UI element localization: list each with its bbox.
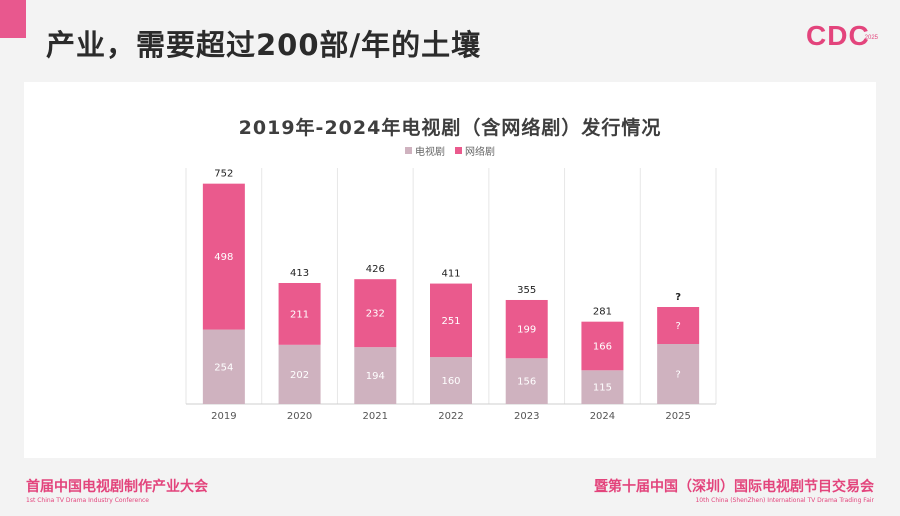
x-tick-label: 2019 bbox=[211, 411, 236, 422]
chart-legend: 电视剧 网络剧 bbox=[0, 143, 900, 158]
bar-web-series bbox=[430, 283, 472, 358]
label-web-series: 251 bbox=[441, 316, 460, 327]
x-tick-label: 2020 bbox=[287, 411, 312, 422]
x-tick-label: 2023 bbox=[514, 411, 539, 422]
bar-tv-series bbox=[430, 357, 472, 404]
x-tick-label: 2022 bbox=[438, 411, 463, 422]
legend-swatch-web bbox=[455, 147, 462, 154]
x-tick-label: 2021 bbox=[363, 411, 388, 422]
total-label: 426 bbox=[366, 264, 385, 275]
label-web-series: 232 bbox=[366, 309, 385, 320]
legend-item-tv: 电视剧 bbox=[405, 143, 445, 158]
bar-web-series bbox=[354, 279, 397, 348]
label-tv-series: 115 bbox=[593, 383, 612, 394]
bar-tv-series bbox=[505, 358, 548, 404]
bar-tv-series bbox=[202, 329, 245, 404]
total-label: 413 bbox=[290, 268, 309, 279]
footer-left-subtitle: 1st China TV Drama Industry Conference bbox=[26, 497, 149, 504]
total-label: 281 bbox=[593, 307, 612, 318]
label-tv-series: 202 bbox=[290, 370, 309, 381]
footer-conference: 首届中国电视剧制作产业大会 1st China TV Drama Industr… bbox=[26, 476, 208, 504]
logo-year: 2025 bbox=[864, 35, 878, 41]
bar-tv-series bbox=[581, 370, 624, 404]
label-tv-series: 194 bbox=[366, 371, 385, 382]
label-tv-series: 254 bbox=[214, 362, 233, 373]
total-label: 355 bbox=[517, 285, 536, 296]
x-tick-label: 2025 bbox=[665, 411, 690, 422]
label-tv-series: 156 bbox=[517, 377, 536, 388]
cdc-logo: CDC 2025 bbox=[806, 20, 878, 52]
x-tick-label: 2024 bbox=[590, 411, 615, 422]
bar-tv-series bbox=[354, 347, 397, 404]
bar-web-series bbox=[278, 282, 321, 345]
footer-fair: 暨第十届中国（深圳）国际电视剧节目交易会 10th China (ShenZhe… bbox=[594, 476, 874, 504]
legend-swatch-tv bbox=[405, 147, 412, 154]
footer-right-title: 暨第十届中国（深圳）国际电视剧节目交易会 bbox=[594, 479, 874, 495]
label-tv-series: ? bbox=[675, 370, 680, 381]
bar-web-series bbox=[657, 307, 700, 344]
label-tv-series: 160 bbox=[441, 376, 460, 387]
bar-tv-series bbox=[278, 344, 321, 404]
label-web-series: 498 bbox=[214, 252, 233, 263]
footer-left-title: 首届中国电视剧制作产业大会 bbox=[26, 479, 208, 495]
legend-item-web: 网络剧 bbox=[455, 143, 495, 158]
legend-label-tv: 电视剧 bbox=[415, 147, 445, 158]
corner-accent bbox=[0, 0, 26, 38]
logo-text: CDC bbox=[806, 20, 870, 51]
chart-title: 2019年-2024年电视剧（含网络剧）发行情况 bbox=[238, 117, 662, 139]
page-title: 产业，需要超过200部/年的土壤 bbox=[46, 28, 482, 62]
label-web-series: 199 bbox=[517, 325, 536, 336]
label-web-series: 166 bbox=[593, 341, 612, 352]
label-web-series: 211 bbox=[290, 309, 309, 320]
label-web-series: ? bbox=[675, 321, 680, 332]
bar-web-series bbox=[581, 321, 624, 371]
bar-web-series bbox=[505, 299, 548, 359]
legend-label-web: 网络剧 bbox=[465, 147, 495, 158]
bar-web-series bbox=[202, 183, 245, 330]
footer-right-subtitle: 10th China (ShenZhen) International TV D… bbox=[695, 497, 874, 504]
bar-tv-series bbox=[657, 344, 700, 404]
total-label: ? bbox=[675, 292, 681, 303]
total-label: 752 bbox=[214, 169, 233, 180]
total-label: 411 bbox=[441, 269, 460, 280]
